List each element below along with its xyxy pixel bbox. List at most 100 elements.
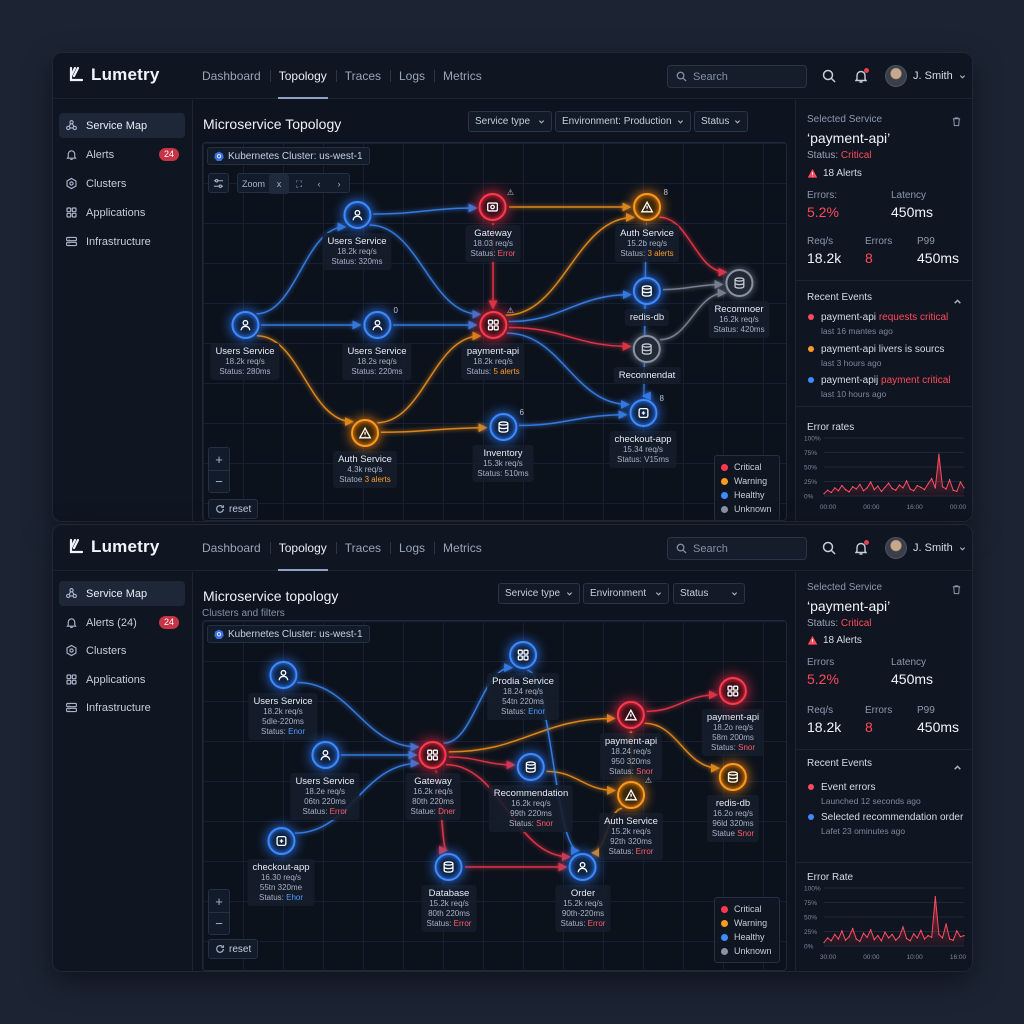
event-item[interactable]: payment-api requests critical last 16 man… (807, 312, 967, 336)
search-input[interactable] (693, 542, 793, 555)
nav-logs[interactable]: Logs (390, 53, 434, 99)
filter-0[interactable]: Service type (468, 111, 552, 132)
sidebar-item-server[interactable]: Infrastructure (59, 695, 185, 720)
service-node-rd[interactable]: redis-db (624, 277, 670, 326)
filter-2[interactable]: Status (694, 111, 748, 132)
nav-topology[interactable]: Topology (269, 525, 336, 571)
service-node-au[interactable]: 8 Auth Service 15.2b req/s Status: 3 alerts (615, 188, 679, 262)
sidebar-item-grid[interactable]: Applications (59, 667, 185, 692)
service-node-ring[interactable] (633, 335, 661, 363)
user-menu[interactable]: J. Smith (885, 537, 966, 559)
service-node-ring[interactable] (509, 641, 537, 669)
service-node-ring[interactable]: 8 (628, 394, 664, 427)
trash-icon[interactable] (951, 114, 962, 127)
nav-logs[interactable]: Logs (390, 525, 434, 571)
service-node-ring[interactable]: ⚠ (617, 776, 652, 809)
service-node-as[interactable]: ⚠ Auth Service 15.2k req/s 92th 320ms Status… (599, 776, 663, 860)
search-input[interactable] (693, 70, 793, 83)
nav-dashboard[interactable]: Dashboard (202, 69, 261, 83)
service-node-ring[interactable]: ⚠ (478, 306, 514, 339)
service-node-gw[interactable]: Gateway 16.2k req/s 80th 220ms Statue: Dner (405, 741, 461, 820)
service-node-db[interactable]: Database 15.2k req/s 80th 220ms Status: Err… (421, 853, 477, 932)
cluster-chip[interactable]: Kubernetes Cluster: us-west-1 (207, 625, 370, 643)
service-node-ring[interactable]: ⚠ (479, 188, 514, 221)
sidebar-item-share-nodes[interactable]: Service Map (59, 581, 185, 606)
service-node-ring[interactable] (517, 753, 545, 781)
service-node-rc[interactable]: Recommendation 16.2k req/s 99th 220ms Statu… (488, 753, 574, 832)
trash-icon[interactable] (951, 582, 962, 595)
filter-0[interactable]: Service type (498, 583, 580, 604)
reset-button[interactable]: reset (208, 499, 259, 519)
zoom-in-button[interactable]: + (215, 451, 223, 467)
chevron-up-icon[interactable] (953, 293, 962, 304)
nav-topology[interactable]: Topology (269, 53, 336, 99)
service-node-ring[interactable] (617, 701, 645, 729)
service-node-ring[interactable] (632, 277, 661, 305)
nav-metrics[interactable]: Metrics (434, 53, 491, 99)
chevron-up-icon[interactable] (953, 759, 962, 770)
service-node-co[interactable]: 8 checkout-app 15.34 req/s Status: V15ms (609, 394, 677, 468)
user-menu[interactable]: J. Smith (885, 65, 966, 87)
filter-2[interactable]: Status (673, 583, 745, 604)
sidebar-item-share-nodes[interactable]: Service Map (59, 113, 185, 138)
zoom-out-button[interactable]: − (209, 470, 229, 492)
service-node-ring[interactable]: 0 (363, 306, 398, 339)
notifications-bell-icon[interactable] (853, 540, 869, 556)
search-icon[interactable] (821, 540, 837, 556)
zoom-out-button[interactable]: − (209, 912, 229, 934)
service-node-u1[interactable]: Users Service 18.2k req/s Status: 320ms (322, 201, 392, 270)
notifications-bell-icon[interactable] (853, 68, 869, 84)
service-node-rn[interactable]: Reconnendat (613, 335, 681, 384)
brand-logo[interactable]: Lumetry (65, 65, 159, 85)
service-node-ring[interactable] (719, 677, 747, 705)
nav-dashboard[interactable]: Dashboard (202, 541, 261, 555)
zoom-in-button[interactable]: + (215, 893, 223, 909)
service-node-ring[interactable] (351, 419, 379, 447)
service-node-ring[interactable] (266, 827, 295, 855)
service-node-iv[interactable]: 6 Inventory 15.3k req/s Status: 510ms (472, 408, 534, 482)
nav-traces[interactable]: Traces (335, 53, 390, 99)
service-node-ring[interactable] (231, 311, 259, 339)
filter-1[interactable]: Environment (583, 583, 669, 604)
service-node-gw[interactable]: ⚠ Gateway 18.03 req/s Status: Error (465, 188, 521, 262)
sidebar-item-bell[interactable]: Alerts 24 (59, 142, 185, 167)
service-node-pa[interactable]: payment-api 18.2o req/s 58m 200ms Status: S… (701, 677, 765, 756)
event-item[interactable]: Event errors Launched 12 seconds ago (807, 782, 967, 806)
service-node-u2[interactable]: Users Service 18.2e req/s 06tn 220ms Status… (290, 741, 360, 820)
nav-metrics[interactable]: Metrics (434, 525, 491, 571)
service-node-ring[interactable]: 6 (488, 408, 524, 441)
event-item[interactable]: payment-apij payment critical last 10 hou… (807, 375, 967, 399)
alerts-count[interactable]: 18 Alerts (807, 635, 862, 646)
search-icon[interactable] (821, 68, 837, 84)
sidebar-item-hexagon[interactable]: Clusters (59, 638, 185, 663)
topology-canvas[interactable]: Kubernetes Cluster: us-west-1 Prodia Serv… (202, 620, 787, 971)
sidebar-item-server[interactable]: Infrastructure (59, 229, 185, 254)
service-node-ca[interactable]: checkout-app 16.30 req/s 55tn 320me Status:… (247, 827, 315, 906)
alerts-count[interactable]: 18 Alerts (807, 168, 862, 179)
service-node-rd[interactable]: redis-db 16.2o req/s 96ld 320ms Statue Snor (706, 763, 760, 842)
sidebar-item-bell[interactable]: Alerts (24) 24 (59, 610, 185, 635)
service-node-u0[interactable]: Users Service 18.2k req/s Status: 280ms (210, 311, 280, 380)
service-node-u2[interactable]: 0 Users Service 18.2s req/s Status: 220ms (342, 306, 412, 380)
event-item[interactable]: payment-api livers is sourcs last 3 hours… (807, 344, 967, 368)
service-node-us[interactable]: Users Service 18.2k req/s 5dle-220ms Status… (248, 661, 318, 740)
event-item[interactable]: Selected recommendation order Lafet 23 om… (807, 812, 967, 836)
service-node-ring[interactable] (343, 201, 371, 229)
toolbar-button-0[interactable]: x (269, 174, 290, 194)
service-node-ring[interactable] (569, 853, 597, 881)
filter-sliders-button[interactable] (208, 173, 229, 193)
toolbar-button-1[interactable]: ⛶ (295, 178, 303, 189)
toolbar-button-2[interactable]: ‹ (317, 179, 321, 189)
service-node-p2[interactable]: payment-api 18.24 req/s 950 320ms Status: S… (599, 701, 663, 780)
nav-traces[interactable]: Traces (335, 525, 390, 571)
search-box[interactable] (667, 65, 807, 88)
filter-1[interactable]: Environment: Production (555, 111, 691, 132)
service-node-ring[interactable] (724, 269, 753, 297)
cluster-chip[interactable]: Kubernetes Cluster: us-west-1 (207, 147, 370, 165)
service-node-ring[interactable] (311, 741, 339, 769)
service-node-pa[interactable]: ⚠ payment-api 18.2k req/s Status: 5 alerts (461, 306, 525, 380)
brand-logo[interactable]: Lumetry (65, 537, 159, 557)
service-node-rc[interactable]: Recomnoer 16.2k req/s Status: 420ms (708, 269, 770, 338)
service-node-ring[interactable] (718, 763, 747, 791)
service-node-ring[interactable] (269, 661, 297, 689)
